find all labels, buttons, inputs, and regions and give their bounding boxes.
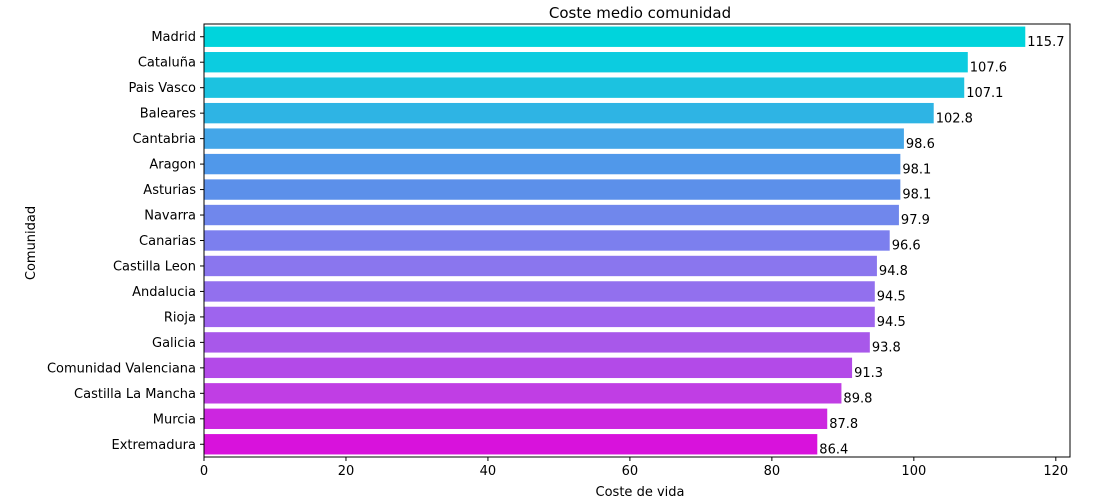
y-tick-label: Rioja [164, 310, 196, 325]
bar [204, 77, 965, 98]
y-tick-label: Madrid [151, 30, 196, 45]
bar-value-label: 94.8 [879, 264, 908, 279]
y-tick-group: Madrid Cataluña Pais Vasco Baleares Cantabri… [47, 30, 204, 453]
bar-value-label: 96.6 [892, 239, 921, 254]
y-tick-label: Cataluña [138, 56, 196, 71]
x-tick-label: 40 [480, 464, 497, 479]
bar [204, 408, 828, 429]
x-tick-label: 120 [1043, 464, 1068, 479]
bar-value-label: 91.3 [854, 366, 883, 381]
y-tick-label: Castilla Leon [113, 259, 196, 274]
bar [204, 52, 968, 73]
bar [204, 255, 877, 277]
x-axis-label: Coste de vida [596, 485, 685, 500]
bar [204, 332, 870, 353]
y-tick-label: Comunidad Valenciana [47, 361, 196, 376]
y-axis-label: Comunidad [24, 206, 39, 280]
bar [204, 434, 818, 455]
x-tick-label: 80 [764, 464, 781, 479]
bar [204, 102, 934, 124]
bar-value-label: 98.6 [906, 137, 935, 152]
bar [204, 306, 875, 328]
bar [204, 153, 901, 175]
bar-value-label: 107.1 [966, 86, 1003, 101]
bar [204, 204, 899, 226]
bar [204, 281, 875, 302]
y-tick-label: Baleares [140, 107, 197, 122]
x-tick-label: 60 [622, 464, 639, 479]
bar-value-label: 115.7 [1027, 35, 1064, 50]
x-tick-group: 0 20 40 60 80 100 120 [200, 457, 1068, 479]
plot-frame [203, 23, 1071, 458]
bar-value-label: 107.6 [970, 60, 1007, 75]
x-tick-label: 0 [200, 464, 208, 479]
y-tick-label: Asturias [143, 183, 196, 198]
y-tick-label: Andalucia [132, 285, 196, 300]
y-tick-label: Murcia [153, 412, 196, 427]
bars-group [204, 26, 1026, 455]
bar-value-label: 86.4 [819, 442, 848, 457]
bar-value-label: 98.1 [902, 188, 931, 203]
bar-value-label: 94.5 [877, 290, 906, 305]
y-tick-label: Pais Vasco [129, 81, 197, 96]
bar [204, 128, 904, 149]
bar-value-label: 102.8 [936, 111, 973, 126]
bar [204, 383, 842, 404]
y-tick-label: Cantabria [132, 132, 196, 147]
bar-value-label: 94.5 [877, 315, 906, 330]
bar-value-label: 93.8 [872, 341, 901, 356]
bar-value-label: 97.9 [901, 213, 930, 228]
y-tick-label: Castilla La Mancha [74, 387, 196, 402]
bar [204, 26, 1026, 47]
bar [204, 230, 890, 251]
bar [204, 357, 853, 379]
bar-value-label: 87.8 [829, 417, 858, 432]
bar-value-label: 89.8 [843, 392, 872, 407]
bar [204, 179, 901, 200]
y-tick-label: Aragon [149, 158, 196, 173]
y-tick-label: Navarra [144, 209, 196, 224]
chart-title: Coste medio comunidad [549, 4, 731, 22]
x-tick-label: 100 [901, 464, 926, 479]
x-tick-label: 20 [338, 464, 355, 479]
y-tick-label: Galicia [152, 336, 196, 351]
value-labels-group: 115.7 107.6 107.1 102.898.6 98.1 98.1 97.9 96.6… [819, 35, 1064, 458]
y-tick-label: Extremadura [112, 438, 197, 453]
y-tick-label: Canarias [139, 234, 196, 249]
bar-value-label: 98.1 [902, 162, 931, 177]
